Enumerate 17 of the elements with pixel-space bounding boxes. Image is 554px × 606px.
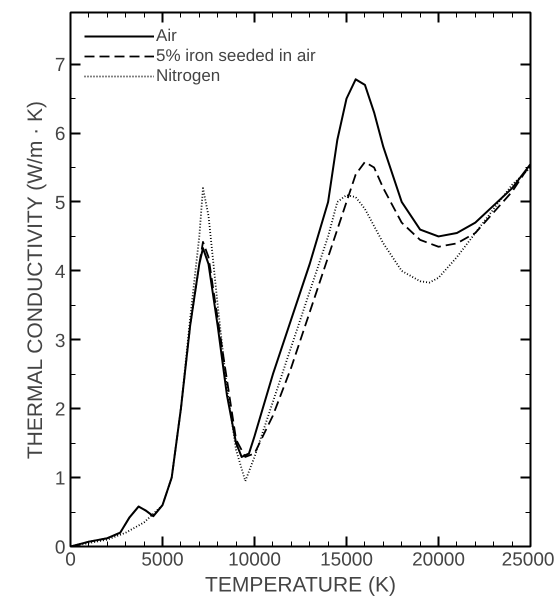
legend-label: 5% iron seeded in air	[156, 46, 316, 66]
legend-label: Air	[156, 26, 177, 46]
y-tick-label: 7	[54, 55, 66, 76]
y-axis-title: THERMAL CONDUCTIVITY (W/m · K)	[24, 100, 47, 460]
y-tick-label: 5	[54, 192, 66, 214]
y-tick-label: 1	[54, 468, 66, 490]
y-tick-label: 4	[54, 262, 66, 283]
x-tick-label: 20000	[412, 550, 465, 570]
x-tick-label: 25000	[502, 550, 554, 570]
x-tick-label: 10000	[228, 550, 281, 570]
y-tick-label: 6	[54, 124, 66, 146]
y-tick-label: 2	[54, 400, 66, 421]
x-tick-label: 5000	[141, 550, 184, 570]
x-axis-title: TEMPERATURE (K)	[205, 574, 396, 596]
legend-label: Nitrogen	[156, 66, 220, 86]
y-tick-label: 3	[54, 330, 66, 352]
x-tick-label: 15000	[320, 550, 373, 570]
